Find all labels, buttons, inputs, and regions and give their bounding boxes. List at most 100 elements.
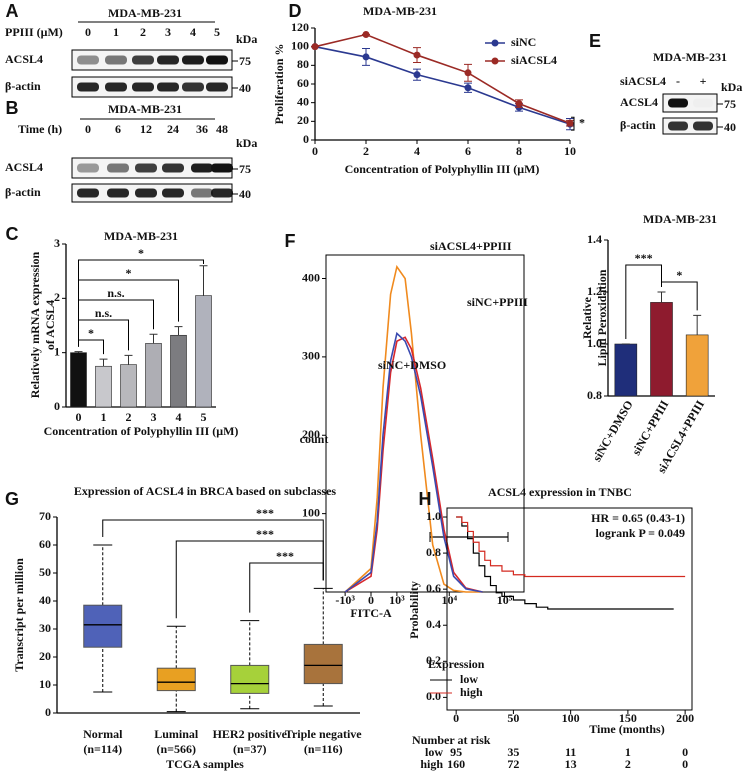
y-tick-label: 20 — [39, 649, 51, 663]
count-label: (n=116) — [304, 742, 343, 756]
y-tick-label: 1.4 — [587, 232, 602, 246]
significance-label: * — [138, 246, 144, 260]
panel-label: B — [6, 98, 19, 118]
y-tick-label: 0.8 — [587, 388, 602, 402]
lane-label: 0 — [85, 25, 91, 39]
band — [135, 163, 157, 173]
x-tick-label: 0 — [453, 711, 459, 725]
row-label: β-actin — [5, 79, 41, 93]
annotation: logrank P = 0.049 — [595, 526, 685, 540]
legend-marker — [491, 57, 499, 65]
y-tick-label: 70 — [39, 509, 51, 523]
y-tick-label: 40 — [297, 94, 309, 108]
marker — [464, 69, 472, 77]
y-tick-label: 400 — [302, 270, 320, 284]
y-axis-label: Lipid Peroxidation — [595, 269, 609, 366]
plot-frame — [325, 254, 525, 593]
panel-label: D — [289, 1, 302, 21]
x-tick-label: 150 — [619, 711, 637, 725]
kda-label: 75 — [724, 97, 736, 111]
band — [77, 188, 99, 198]
y-tick-label: 20 — [297, 113, 309, 127]
blot-title: MDA-MB-231 — [108, 102, 182, 116]
risk-value: 0 — [682, 757, 688, 771]
lane-label: 1 — [113, 25, 119, 39]
x-axis-label: Concentration of Polyphyllin III (μM) — [44, 424, 239, 438]
significance-label: *** — [256, 527, 274, 541]
row-label: β-actin — [5, 185, 41, 199]
x-tick-label: 100 — [562, 711, 580, 725]
y-tick-label: 0 — [45, 705, 51, 719]
lane-label: 48 — [216, 122, 228, 136]
x-tick-label: Normal — [83, 727, 123, 741]
bar — [145, 343, 162, 408]
y-axis-label: Transcript per million — [12, 558, 26, 672]
bar — [195, 295, 212, 408]
y-tick-label: 0.8 — [426, 545, 441, 559]
band — [135, 188, 157, 198]
y-tick-label: 300 — [302, 349, 320, 363]
legend-label: low — [460, 672, 478, 686]
row-label: ACSL4 — [5, 160, 43, 174]
x-tick-label: 10³ — [389, 593, 405, 607]
kda-label: 75 — [239, 54, 251, 68]
significance-label: n.s. — [107, 286, 124, 300]
series-label: siACSL4+PPIII — [430, 239, 512, 253]
band — [105, 82, 127, 92]
marker — [413, 71, 421, 79]
row-label: ACSL4 — [620, 95, 658, 109]
x-tick-label: 0 — [368, 593, 374, 607]
lane-label: 0 — [85, 122, 91, 136]
marker — [362, 53, 370, 61]
unit-label: kDa — [236, 32, 257, 46]
y-tick-label: 0.4 — [426, 617, 441, 631]
x-tick-label: 6 — [465, 144, 471, 158]
lane-label: 2 — [140, 25, 146, 39]
bar — [70, 352, 87, 408]
band — [668, 121, 688, 131]
x-tick-label: 10⁵ — [497, 593, 513, 607]
risk-value: 11 — [565, 745, 576, 759]
marker — [311, 43, 319, 51]
marker — [413, 51, 421, 59]
x-axis-label: Time (months) — [589, 722, 664, 736]
y-tick-label: 1.2 — [587, 284, 602, 298]
series-line — [344, 264, 483, 593]
risk-table-title: Number at risk — [412, 733, 491, 747]
lane-label: 12 — [140, 122, 152, 136]
y-axis-label: count — [300, 432, 329, 446]
risk-value: 1 — [625, 745, 631, 759]
error-bar — [199, 265, 208, 296]
error-bar — [149, 333, 158, 344]
band — [668, 98, 688, 108]
y-tick-label: 60 — [297, 76, 309, 90]
chart-title: MDA-MB-231 — [643, 212, 717, 226]
blot-title: MDA-MB-231 — [653, 50, 727, 64]
bar — [614, 343, 638, 397]
band — [693, 121, 713, 131]
condition-label: siACSL4 — [620, 74, 666, 88]
bar — [170, 334, 187, 408]
box — [83, 604, 123, 648]
y-tick-label: 0.0 — [426, 689, 441, 703]
significance-label: *** — [256, 506, 274, 520]
panel-label: G — [5, 489, 19, 509]
error-bar — [657, 291, 666, 303]
risk-value: 160 — [447, 757, 465, 771]
x-tick-label: 10⁴ — [441, 593, 457, 607]
series-label: siNC+PPIII — [467, 295, 528, 309]
band — [107, 163, 129, 173]
risk-value: 13 — [565, 757, 577, 771]
legend-title: Expression — [428, 657, 485, 671]
x-axis-label: Concentration of Polyphyllin III (μM) — [345, 162, 540, 176]
x-tick-label: 4 — [176, 410, 182, 424]
band — [77, 82, 99, 92]
lane-label: - — [676, 74, 680, 88]
risk-value: 2 — [625, 757, 631, 771]
box — [156, 667, 196, 692]
lane-label: 4 — [190, 25, 196, 39]
y-tick-label: 3 — [54, 236, 60, 250]
band — [191, 163, 213, 173]
x-tick-label: 0 — [312, 144, 318, 158]
